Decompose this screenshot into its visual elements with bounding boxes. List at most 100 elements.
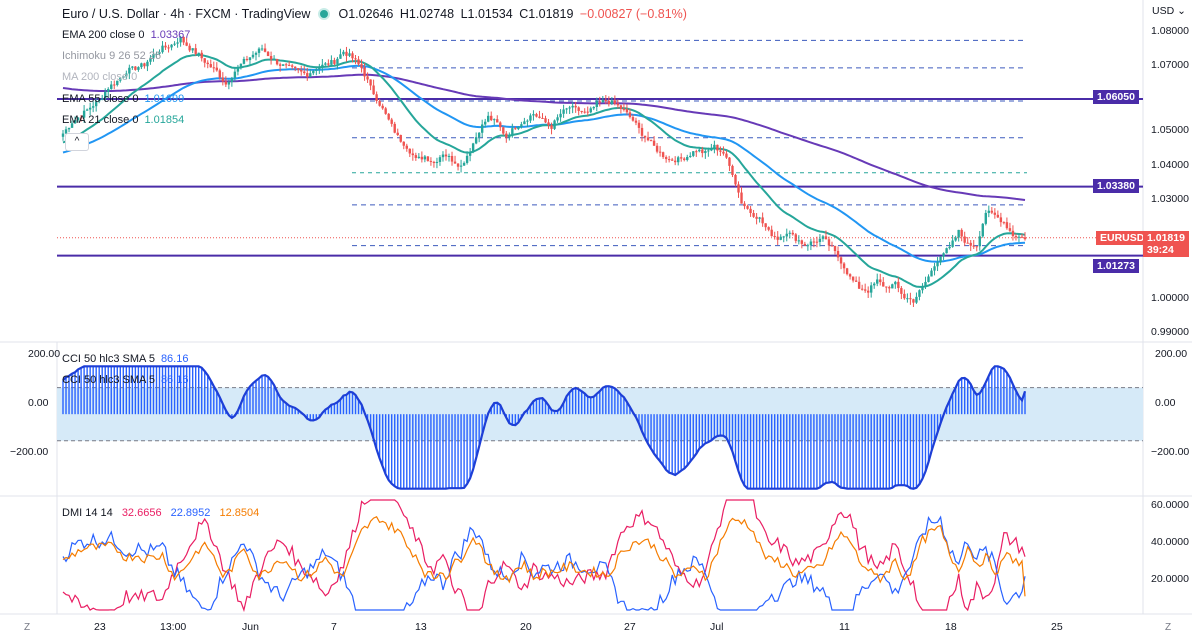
candle-body <box>882 282 885 287</box>
candle-body <box>743 203 746 207</box>
candle-body <box>278 64 282 66</box>
cci-tick-left: 200.00 <box>28 348 61 360</box>
candle-body <box>863 289 867 291</box>
candle-body <box>851 276 855 281</box>
candle-body <box>390 119 393 124</box>
candle-body <box>526 120 529 122</box>
candle-body <box>945 248 948 254</box>
candle-body <box>140 63 143 68</box>
symbol-title[interactable]: Euro / U.S. Dollar · 4h · FXCM · Trading… <box>62 7 311 21</box>
time-tick: Jun <box>242 621 259 633</box>
candle-body <box>363 68 366 77</box>
candle-body <box>239 63 243 67</box>
candle-body <box>354 58 357 60</box>
candle-body <box>300 69 303 72</box>
legend-ema55[interactable]: EMA 55 close 0 1.01699 <box>62 93 184 105</box>
candle-body <box>272 58 276 60</box>
legend-ema21[interactable]: EMA 21 close 0 1.01854 <box>62 114 184 126</box>
candle-body <box>173 43 176 45</box>
candle-body <box>429 160 433 162</box>
candle-body <box>393 123 396 133</box>
candle-body <box>453 161 457 164</box>
candle-body <box>61 133 65 137</box>
timezone-left[interactable]: Z <box>24 622 31 633</box>
candle-body <box>987 210 991 213</box>
candle-body <box>366 76 369 80</box>
candle-body <box>646 137 650 141</box>
candle-body <box>568 107 571 109</box>
candle-body <box>1014 236 1018 238</box>
candle-body <box>197 52 200 54</box>
candle-body <box>318 67 321 70</box>
candle-body <box>294 66 297 69</box>
level-top-value: 1.06050 <box>1097 91 1135 103</box>
price-tick: 1.08000 <box>1151 25 1189 37</box>
candle-body <box>686 156 689 160</box>
candle-body <box>749 208 752 214</box>
candle-body <box>351 53 354 59</box>
candle-body <box>209 64 212 68</box>
candle-body <box>191 48 194 51</box>
candle-body <box>116 80 119 85</box>
candle-body <box>330 60 333 65</box>
candle-body <box>873 283 876 286</box>
candle-body <box>499 122 502 128</box>
candle-body <box>680 157 683 159</box>
candle-body <box>999 217 1003 223</box>
candle-body <box>842 263 846 269</box>
currency-label: USD <box>1152 5 1175 17</box>
legend-dmi[interactable]: DMI 14 14 32.6656 22.8952 12.8504 <box>62 507 259 519</box>
legend-ema200[interactable]: EMA 200 close 0 1.03367 <box>62 29 190 41</box>
candle-body <box>689 155 692 157</box>
candle-body <box>155 53 158 55</box>
last-price-tag: 1.01819 39:24 <box>1143 231 1189 257</box>
candle-body <box>773 236 776 238</box>
candle-body <box>306 73 309 77</box>
candle-body <box>357 59 360 65</box>
candle-body <box>474 137 478 144</box>
legend-cci[interactable]: CCI 50 hlc3 SMA 5 86.16 <box>62 353 188 365</box>
candle-body <box>67 127 71 130</box>
candle-body <box>164 45 167 48</box>
legend-cci-2[interactable]: CCI 50 hlc3 SMA 5 86.16 <box>62 374 188 386</box>
candle-body <box>595 101 598 108</box>
candle-body <box>900 288 903 294</box>
cci-label-2: CCI 50 hlc3 SMA 5 <box>62 374 155 386</box>
ema55-label: EMA 55 close 0 <box>62 93 139 105</box>
legend-ma200[interactable]: MA 200 close 0 <box>62 71 137 83</box>
candle-body <box>719 150 722 152</box>
candle-body <box>746 206 749 209</box>
candle-body <box>577 107 580 111</box>
candle-body <box>456 163 460 167</box>
candle-body <box>483 121 487 125</box>
candle-body <box>287 64 291 66</box>
candle-body <box>692 151 695 156</box>
time-tick: 13:00 <box>160 621 187 633</box>
candle-body <box>387 113 390 120</box>
legend-ichimoku[interactable]: Ichimoku 9 26 52 26 <box>62 50 161 62</box>
collapse-legend-button[interactable]: ^ <box>65 133 89 151</box>
candle-body <box>619 105 623 109</box>
candle-body <box>909 298 912 300</box>
ema21-value: 1.01854 <box>144 114 185 126</box>
close-value: C1.01819 <box>519 7 574 21</box>
candle-body <box>290 65 294 67</box>
candle-body <box>345 51 348 56</box>
candle-body <box>143 63 146 67</box>
time-tick: 18 <box>945 621 957 633</box>
candle-body <box>740 192 743 204</box>
time-tick: 20 <box>520 621 532 633</box>
currency-selector[interactable]: USD ⌄ <box>1152 5 1186 17</box>
candle-body <box>906 298 909 300</box>
market-open-icon <box>318 8 331 20</box>
candle-body <box>710 149 713 151</box>
candle-body <box>809 241 813 246</box>
candle-body <box>845 268 849 275</box>
timezone-right[interactable]: Z <box>1165 622 1172 633</box>
candle-body <box>137 67 140 70</box>
candle-body <box>233 71 237 78</box>
candle-body <box>70 123 74 128</box>
candle-body <box>471 143 475 152</box>
candle-body <box>701 149 704 154</box>
